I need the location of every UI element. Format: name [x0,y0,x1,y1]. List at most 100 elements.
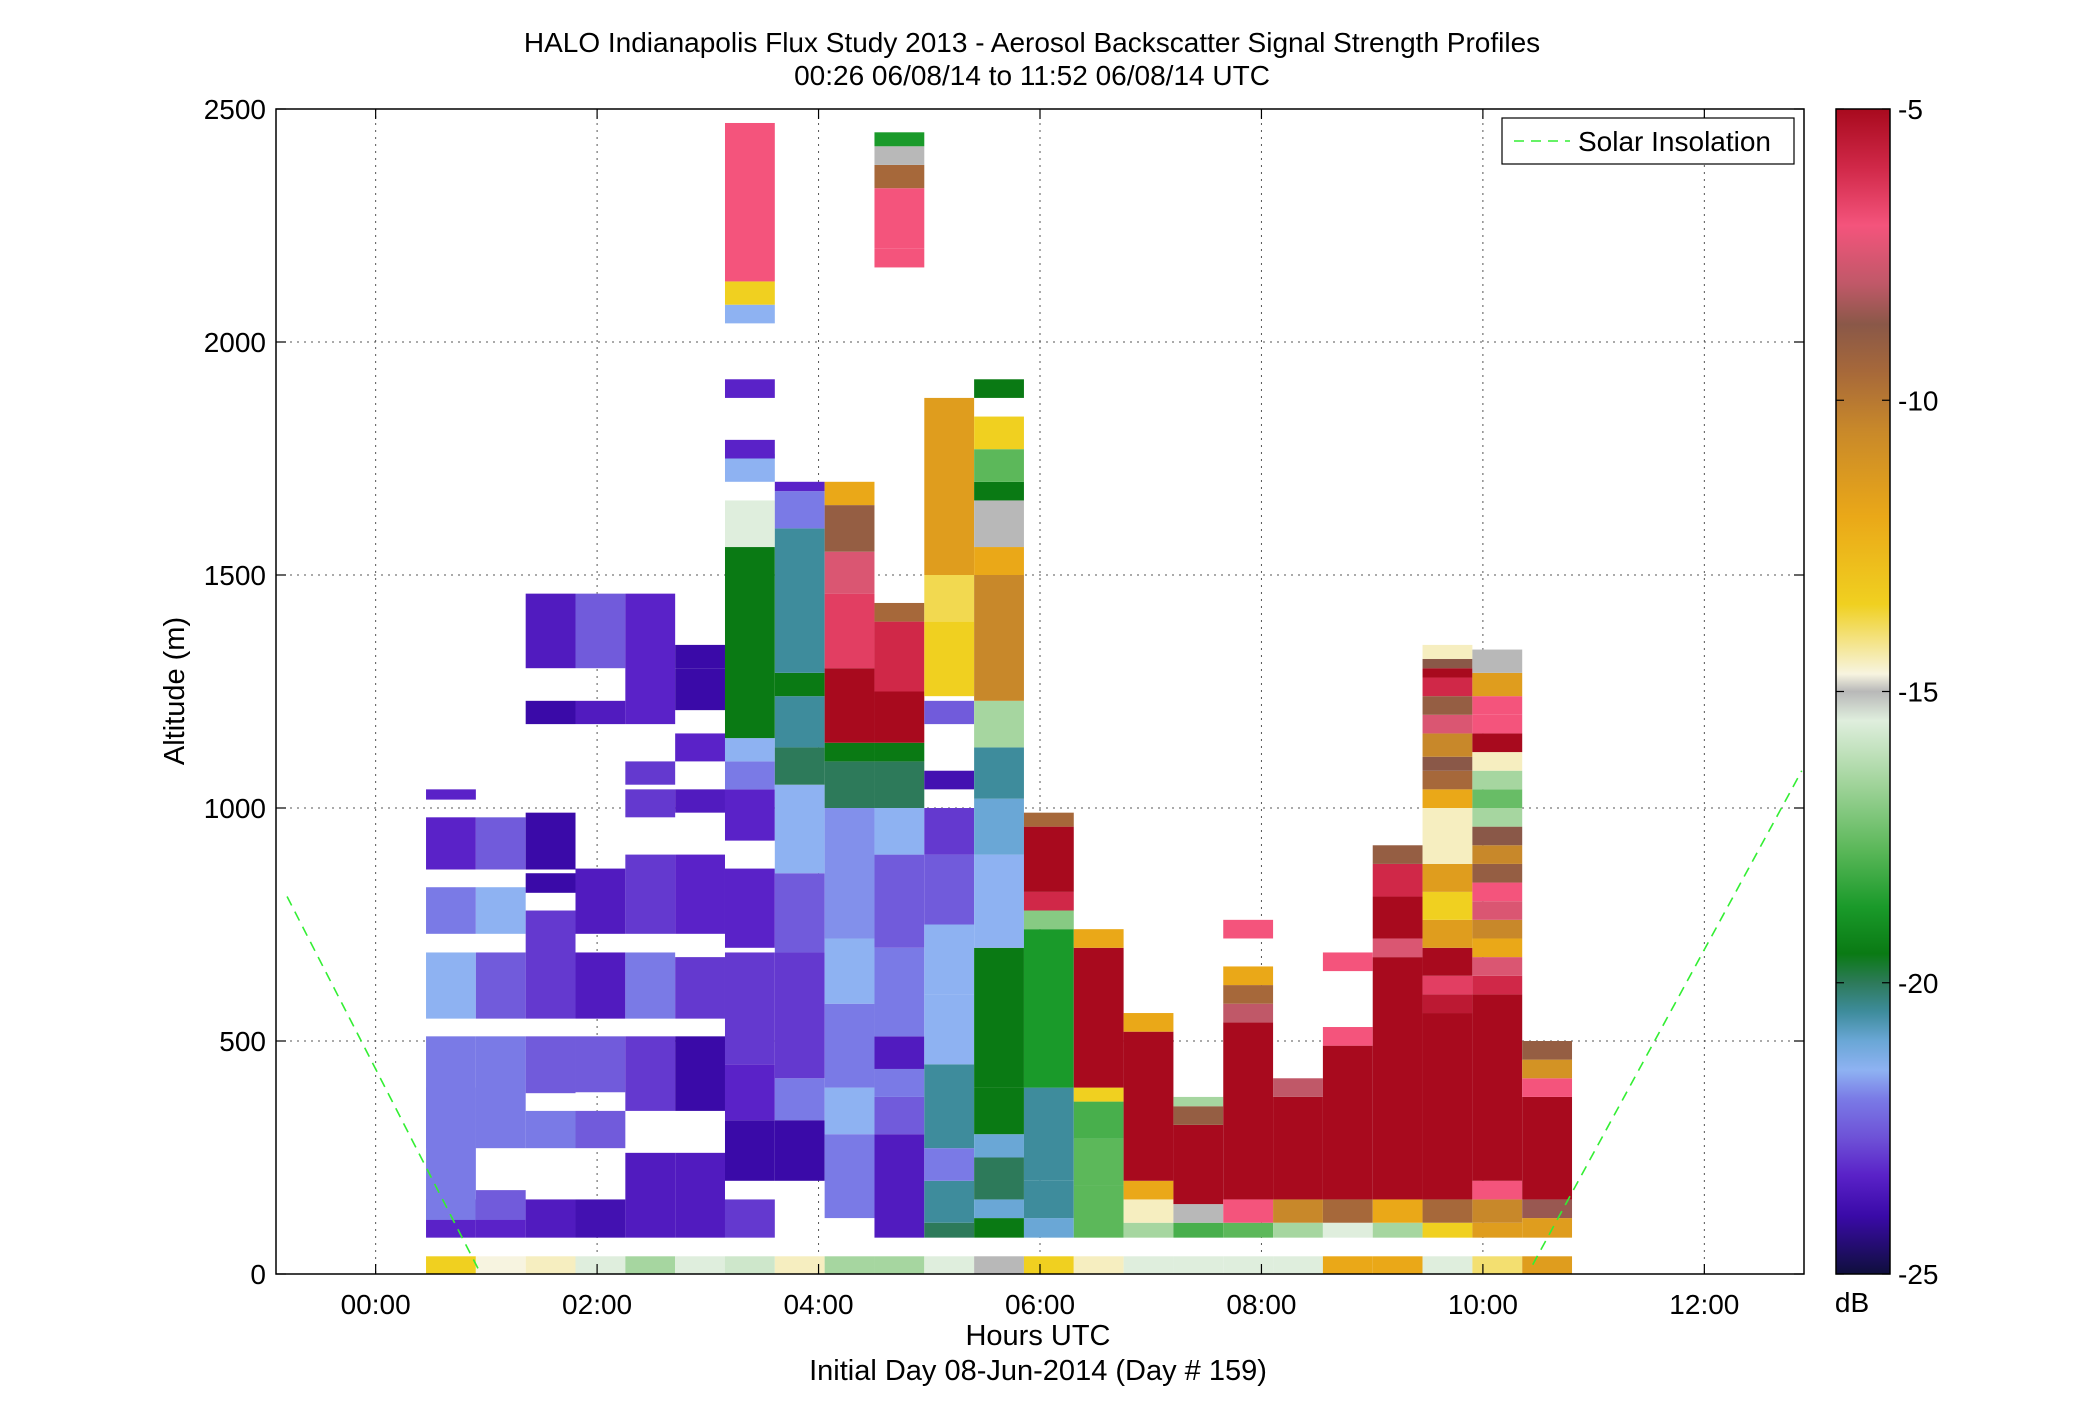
heatmap-cell [1422,1013,1473,1200]
heatmap-cell [924,1222,975,1238]
heatmap-cell [525,812,576,870]
x-axis-label-secondary: Initial Day 08-Jun-2014 (Day # 159) [809,1355,1267,1387]
heatmap-cell [1522,1218,1573,1238]
y-tick-label: 500 [219,1026,266,1057]
heatmap-cell [1522,1059,1573,1079]
heatmap-cell [974,700,1024,748]
heatmap-cell [625,593,676,725]
heatmap-cell [824,1256,875,1274]
heatmap-cell [1123,1222,1174,1238]
heatmap-cell [874,808,925,855]
heatmap-cell [924,1180,975,1223]
colorbar-tick-label: -25 [1898,1259,1938,1290]
heatmap-cell [824,668,875,743]
heatmap-cell [1472,1222,1523,1238]
heatmap-cell [724,1256,775,1274]
heatmap-cell [874,761,925,808]
heatmap-cell [1422,1256,1473,1274]
x-tick-label: 08:00 [1226,1289,1296,1320]
heatmap-cell [924,924,975,995]
heatmap-cell [1472,714,1523,734]
heatmap-cell [974,500,1024,548]
heatmap-cell [874,248,925,268]
heatmap-cell [1123,1199,1174,1223]
heatmap-cell [575,1256,626,1274]
heatmap-cell [774,784,825,874]
heatmap-cell [974,1087,1024,1135]
heatmap-cell [1422,975,1473,995]
heatmap-cell [1372,957,1423,1200]
heatmap-cell [974,947,1024,1088]
heatmap-cell [1472,770,1523,790]
heatmap-cell [475,817,526,870]
heatmap-cell [575,1110,626,1149]
heatmap-cell [774,1120,825,1181]
heatmap-cell [774,747,825,785]
heatmap-cell [1522,1041,1573,1060]
heatmap-cell [625,952,676,1019]
heatmap-cell [824,593,875,669]
axis-ticks: 00:00 02:00 04:00 06:00 08:00 10:00 12:00 0 500 1… [204,94,1804,1320]
heatmap-cell [1372,938,1423,958]
heatmap-cell [1372,896,1423,939]
heatmap-cell [1472,957,1523,976]
heatmap-cell [824,1087,875,1135]
heatmap-cell [874,146,925,165]
heatmap-cell [1372,845,1423,864]
heatmap-cell [675,668,725,711]
heatmap-cell [475,1256,526,1274]
heatmap-cell [824,742,875,762]
heatmap-cell [1422,808,1473,864]
heatmap-cell [1472,696,1523,715]
heatmap-cell [974,1218,1024,1238]
heatmap-cell [1422,1222,1473,1238]
heatmap-cell [1023,1218,1074,1238]
heatmap-cell [924,994,975,1065]
heatmap-cell [1422,733,1473,757]
heatmap-cell [1073,1087,1124,1102]
heatmap-cell [475,1190,526,1220]
heatmap-cell [874,1134,925,1238]
legend-solar-label: Solar Insolation [1578,126,1771,157]
heatmap-cell [1472,901,1523,920]
heatmap-cell [475,1036,526,1149]
colorbar-ticks: -5 -10 -15 -20 -25 [1836,94,1938,1290]
heatmap-cell [774,491,825,529]
x-tick-label: 06:00 [1005,1289,1075,1320]
colorbar-tick-label: -5 [1898,94,1923,125]
heatmap-cell [974,1256,1024,1274]
heatmap-cell [1173,1222,1224,1238]
heatmap-cell [724,1120,775,1181]
heatmap-cell [874,602,925,622]
heatmap-cell [1472,733,1523,753]
heatmap-cell [675,1036,725,1111]
heatmap-cell [1472,994,1523,1181]
heatmap-cell [724,789,775,841]
chart-title: HALO Indianapolis Flux Study 2013 - Aero… [524,27,1540,58]
x-tick-label: 02:00 [562,1289,632,1320]
heatmap-cell [426,817,476,870]
heatmap-cell [874,854,925,948]
heatmap-cell [675,957,725,1019]
heatmap-cell [675,644,725,669]
heatmap-cell [1422,1199,1473,1223]
heatmap-cell [575,1199,626,1238]
heatmap-cell [924,1148,975,1181]
heatmap-cell [1273,1199,1323,1223]
heatmap-cells [426,122,1573,1274]
heatmap-cell [974,547,1024,575]
heatmap-cell [1123,1180,1174,1200]
heatmap-cell [724,281,775,305]
heatmap-cell [575,952,626,1019]
heatmap-cell [874,691,925,743]
y-axis-label: Altitude (m) [159,617,191,765]
heatmap-cell [724,439,775,459]
heatmap-cell [1023,826,1074,892]
heatmap-cell [1472,1180,1523,1200]
heatmap-cell [625,1036,676,1111]
x-tick-label: 10:00 [1448,1289,1518,1320]
heatmap-cell [874,1096,925,1135]
heatmap-cell [974,1199,1024,1219]
heatmap-cell [824,1003,875,1088]
heatmap-cell [1422,994,1473,1014]
